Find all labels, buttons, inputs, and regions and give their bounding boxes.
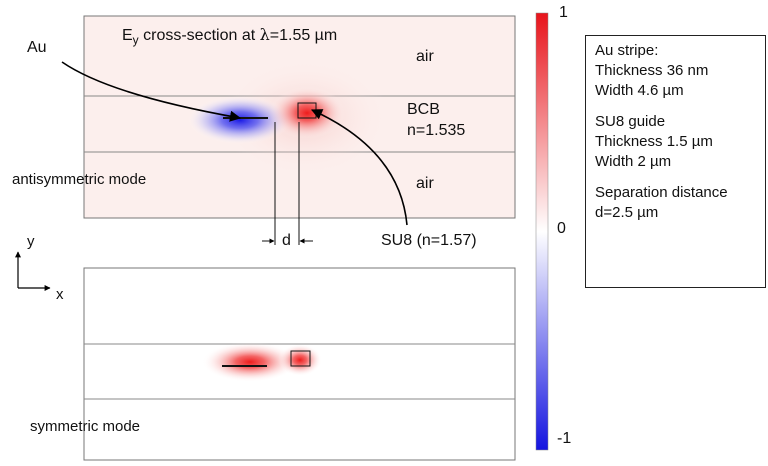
colorbar-min-label: -1: [557, 430, 572, 447]
au-stripe-title: Au stripe:: [595, 42, 659, 59]
axis-label-y: y: [27, 233, 35, 250]
label-bcb-index: n=1.535: [407, 122, 466, 139]
label-air-bottom: air: [416, 175, 434, 192]
colorbar-mid-label: 0: [557, 220, 566, 237]
label-antisymmetric-mode: antisymmetric mode: [12, 171, 147, 188]
label-air-top: air: [416, 48, 434, 65]
label-au: Au: [27, 39, 47, 56]
symmetric-panel: [83, 267, 516, 461]
su8-field-lobe-positive: [278, 344, 322, 376]
parameters-box: Au stripe: Thickness 36 nm Width 4.6 µm …: [585, 35, 766, 288]
colorbar-max-label: 1: [559, 4, 568, 21]
axes-indicator: [15, 251, 51, 291]
label-su8: SU8 (n=1.57): [381, 232, 477, 249]
separation-title: Separation distance: [595, 184, 728, 201]
au-pointer-arrow: [61, 61, 242, 122]
au-field-lobe-positive: [202, 342, 298, 382]
title-text: cross-section at: [138, 27, 260, 44]
su8-thickness: Thickness 1.5 µm: [595, 133, 713, 150]
colorbar: [535, 12, 549, 451]
separation-value: d=2.5 µm: [595, 204, 659, 221]
au-width: Width 4.6 µm: [595, 82, 684, 99]
separation-dimension: [262, 122, 313, 245]
su8-width: Width 2 µm: [595, 153, 672, 170]
su8-pointer-arrow: [310, 109, 408, 226]
title-lambda: λ: [259, 25, 270, 44]
su8-guide-title: SU8 guide: [595, 113, 666, 130]
su8-field-lobe-positive: [269, 87, 345, 139]
figure-title: Ey cross-section at λ=1.55 µm: [122, 25, 337, 47]
title-subscript: y: [132, 33, 139, 48]
su8-guide-outline: [290, 350, 311, 367]
label-symmetric-mode: symmetric mode: [30, 418, 141, 435]
au-thickness: Thickness 36 nm: [595, 62, 709, 79]
label-d: d: [282, 232, 291, 249]
title-value: =1.55 µm: [269, 27, 338, 44]
title-e: E: [122, 27, 133, 44]
axis-label-x: x: [56, 286, 64, 303]
label-bcb: BCB: [407, 101, 440, 118]
